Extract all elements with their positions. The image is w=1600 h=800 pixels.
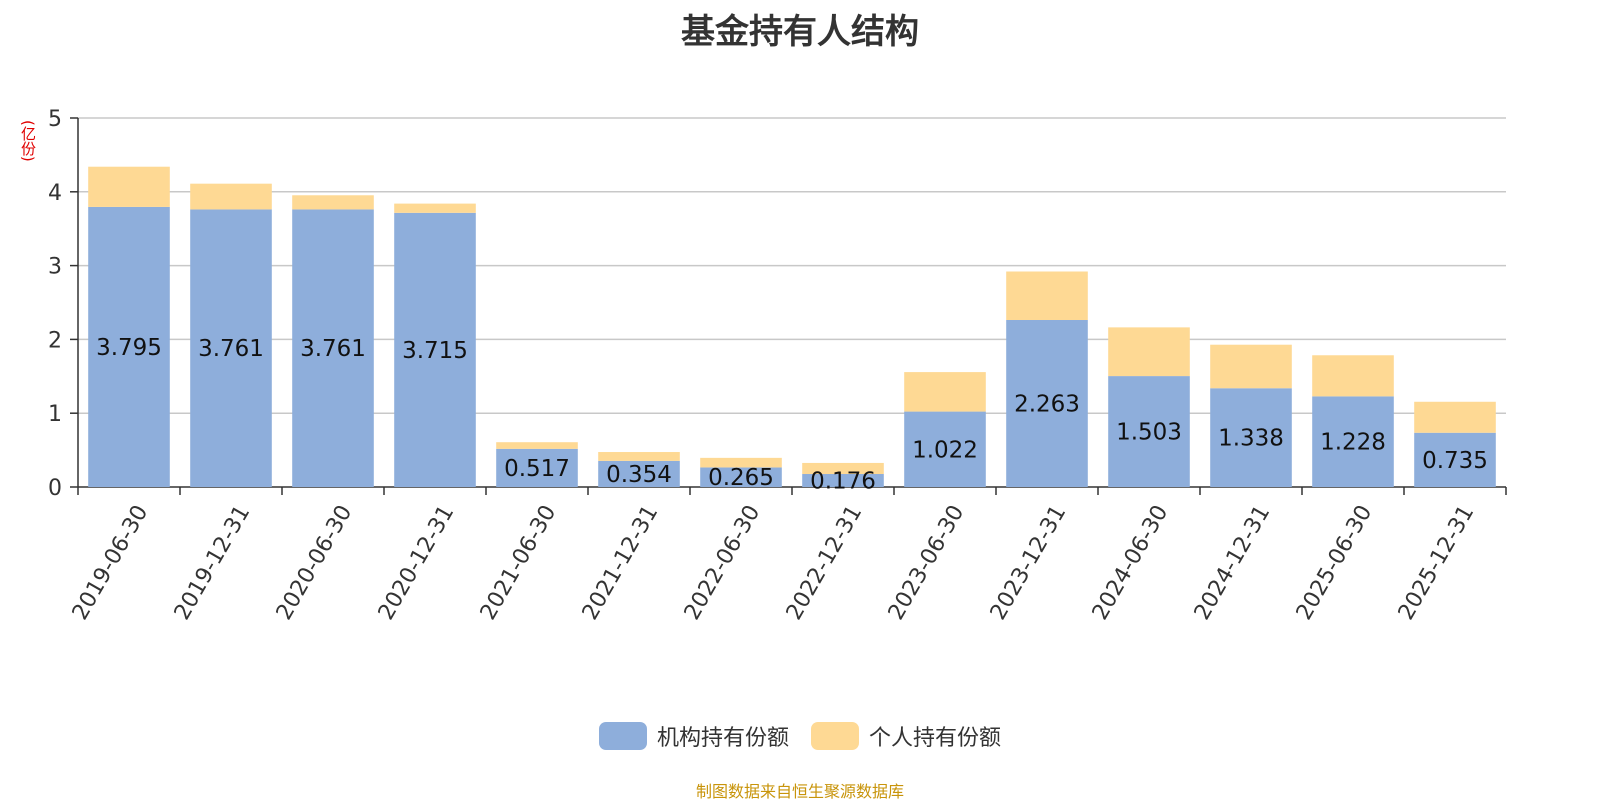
bar-individual xyxy=(496,442,578,449)
x-tick-label: 2024-06-30 xyxy=(1088,501,1174,624)
bar-institutional xyxy=(1108,376,1190,487)
legend-item-individual[interactable]: 个人持有份额 xyxy=(811,720,1001,752)
bar-institutional xyxy=(1414,432,1496,487)
chart-title: 基金持有人结构 xyxy=(681,12,919,52)
data-label-institutional: 0.354 xyxy=(606,462,672,488)
bar-institutional xyxy=(598,460,680,487)
y-tick-label: 5 xyxy=(48,107,62,132)
x-tick-label: 2020-12-31 xyxy=(374,501,460,624)
bar-institutional xyxy=(394,212,476,487)
bar-individual xyxy=(598,452,680,461)
bar-individual xyxy=(394,203,476,213)
legend-item-institutional[interactable]: 机构持有份额 xyxy=(598,720,789,752)
x-tick-label: 2021-06-30 xyxy=(476,501,562,624)
bar-institutional xyxy=(904,411,986,487)
bar-institutional xyxy=(88,206,170,487)
data-label-institutional: 0.176 xyxy=(810,469,876,495)
bar-individual xyxy=(190,183,272,210)
data-label-institutional: 0.735 xyxy=(1422,448,1488,474)
x-tick-label: 2022-12-31 xyxy=(782,501,868,624)
bar-institutional xyxy=(1210,388,1292,487)
bar-individual xyxy=(292,195,374,210)
data-label-institutional: 3.795 xyxy=(96,335,162,361)
bar-individual xyxy=(1108,327,1190,377)
x-tick-label: 2019-06-30 xyxy=(68,501,154,624)
legend-swatch-individual xyxy=(811,722,859,750)
y-tick-label: 2 xyxy=(48,328,62,353)
bar-individual xyxy=(1210,344,1292,389)
data-label-institutional: 1.338 xyxy=(1218,426,1284,452)
bar-institutional xyxy=(292,209,374,487)
bar-individual xyxy=(700,457,782,468)
legend-label-institutional: 机构持有份额 xyxy=(656,726,789,751)
legend-label-individual: 个人持有份额 xyxy=(869,726,1002,751)
legend-swatch-institutional xyxy=(598,722,647,750)
y-axis-unit-label: (亿份) xyxy=(19,120,37,162)
x-tick-label: 2023-12-31 xyxy=(986,501,1072,624)
data-label-institutional: 3.761 xyxy=(198,336,264,362)
bar-individual xyxy=(904,372,986,412)
y-tick-label: 3 xyxy=(48,255,62,280)
data-label-institutional: 0.517 xyxy=(504,456,570,482)
bar-institutional xyxy=(190,209,272,487)
data-source-note: 制图数据来自恒生聚源数据库 xyxy=(695,782,904,800)
bar-institutional xyxy=(496,448,578,487)
x-tick-label: 2022-06-30 xyxy=(680,501,766,624)
bar-individual xyxy=(1006,271,1088,320)
data-label-institutional: 0.265 xyxy=(708,465,774,491)
bar-chart: 0 1 2 3 4 5 3.795 2019-06-30 3.761 2019-12-31 3.76… xyxy=(48,107,1507,624)
y-tick-label: 0 xyxy=(48,476,62,501)
y-tick-label: 1 xyxy=(48,402,62,427)
x-tick-label: 2023-06-30 xyxy=(884,501,970,624)
y-tick-label: 4 xyxy=(48,181,62,206)
x-tick-label: 2025-06-30 xyxy=(1292,501,1378,624)
data-label-institutional: 1.503 xyxy=(1116,420,1182,446)
bar-individual xyxy=(88,166,170,207)
x-tick-label: 2021-12-31 xyxy=(578,501,664,624)
x-tick-label: 2024-12-31 xyxy=(1190,501,1276,624)
x-tick-label: 2025-12-31 xyxy=(1394,501,1480,624)
data-label-institutional: 3.761 xyxy=(300,336,366,362)
chart-legend: 机构持有份额 个人持有份额 xyxy=(0,720,1600,752)
x-tick-label: 2020-06-30 xyxy=(272,501,358,624)
bar-individual xyxy=(1414,401,1496,433)
x-tick-label: 2019-12-31 xyxy=(170,501,256,624)
data-label-institutional: 1.022 xyxy=(912,437,978,463)
bar-individual xyxy=(802,462,884,475)
bar-institutional xyxy=(700,467,782,487)
bar-institutional xyxy=(1312,396,1394,487)
bar-institutional xyxy=(1006,319,1088,487)
bar-individual xyxy=(1312,355,1394,397)
data-label-institutional: 1.228 xyxy=(1320,430,1386,456)
data-label-institutional: 3.715 xyxy=(402,338,468,364)
data-label-institutional: 2.263 xyxy=(1014,391,1080,417)
bar-institutional xyxy=(802,474,884,487)
